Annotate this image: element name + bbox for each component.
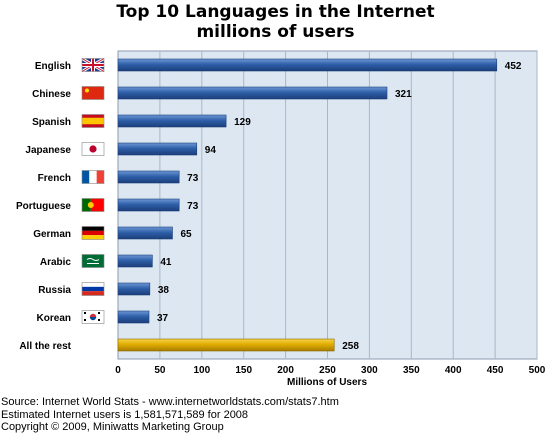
category-label: Russia [38, 285, 71, 296]
value-label: 452 [505, 61, 522, 72]
bar [117, 58, 498, 72]
bar [117, 310, 150, 324]
value-label: 73 [187, 201, 199, 212]
x-tick-label: 300 [361, 365, 378, 376]
bar [117, 282, 151, 296]
x-tick-label: 400 [445, 365, 462, 376]
chart-title-line-1: Top 10 Languages in the Internet [116, 2, 435, 22]
bar [117, 226, 173, 240]
china-flag-icon [81, 86, 105, 100]
france-flag-icon [81, 170, 105, 184]
portugal-flag-icon [81, 198, 105, 212]
saudi-arabia-flag-icon [81, 254, 105, 268]
category-label: Chinese [32, 89, 71, 100]
x-tick-label: 450 [487, 365, 504, 376]
south-korea-flag-icon [81, 310, 105, 324]
x-tick-label: 200 [277, 365, 294, 376]
russia-flag-icon [81, 282, 105, 296]
users-note: Estimated Internet users is 1,581,571,58… [1, 408, 249, 421]
category-label: Arabic [40, 257, 72, 268]
copyright-note: Copyright © 2009, Miniwatts Marketing Gr… [1, 421, 224, 433]
value-label: 73 [187, 173, 199, 184]
bar [117, 198, 180, 212]
category-label: Japanese [25, 145, 71, 156]
value-label: 258 [342, 341, 359, 352]
x-axis-label: Millions of Users [287, 377, 367, 388]
uk-flag-icon [81, 57, 105, 73]
value-label: 38 [158, 285, 170, 296]
bar [117, 86, 388, 100]
x-tick-label: 50 [154, 365, 166, 376]
japan-flag-icon [81, 142, 105, 156]
x-tick-label: 500 [529, 365, 546, 376]
source-notes: Source: Internet World Stats - www.inter… [1, 396, 339, 434]
bar [117, 170, 180, 184]
x-tick-label: 250 [319, 365, 336, 376]
value-label: 65 [180, 229, 192, 240]
category-label: Korean [37, 313, 71, 324]
value-label: 321 [395, 89, 412, 100]
germany-flag-icon [81, 226, 105, 240]
category-label: French [38, 173, 71, 184]
bar [117, 142, 198, 156]
chart-title-line-2: millions of users [196, 22, 355, 42]
x-tick-label: 100 [193, 365, 210, 376]
category-label: All the rest [19, 341, 71, 352]
category-label: Portuguese [16, 201, 71, 212]
bar [117, 114, 227, 128]
bar [117, 338, 335, 352]
bar [117, 254, 153, 268]
category-label: English [35, 61, 71, 72]
source-note: Source: Internet World Stats - www.inter… [1, 396, 339, 408]
value-label: 129 [234, 117, 251, 128]
category-label: German [33, 229, 71, 240]
chart-title: Top 10 Languages in the Internet million… [0, 2, 551, 42]
value-label: 41 [160, 257, 172, 268]
spain-flag-icon [81, 114, 105, 128]
x-tick-label: 0 [115, 365, 121, 376]
category-label: Spanish [32, 117, 71, 128]
x-tick-label: 350 [403, 365, 420, 376]
value-label: 94 [205, 145, 217, 156]
value-label: 37 [157, 313, 169, 324]
x-tick-label: 150 [235, 365, 252, 376]
